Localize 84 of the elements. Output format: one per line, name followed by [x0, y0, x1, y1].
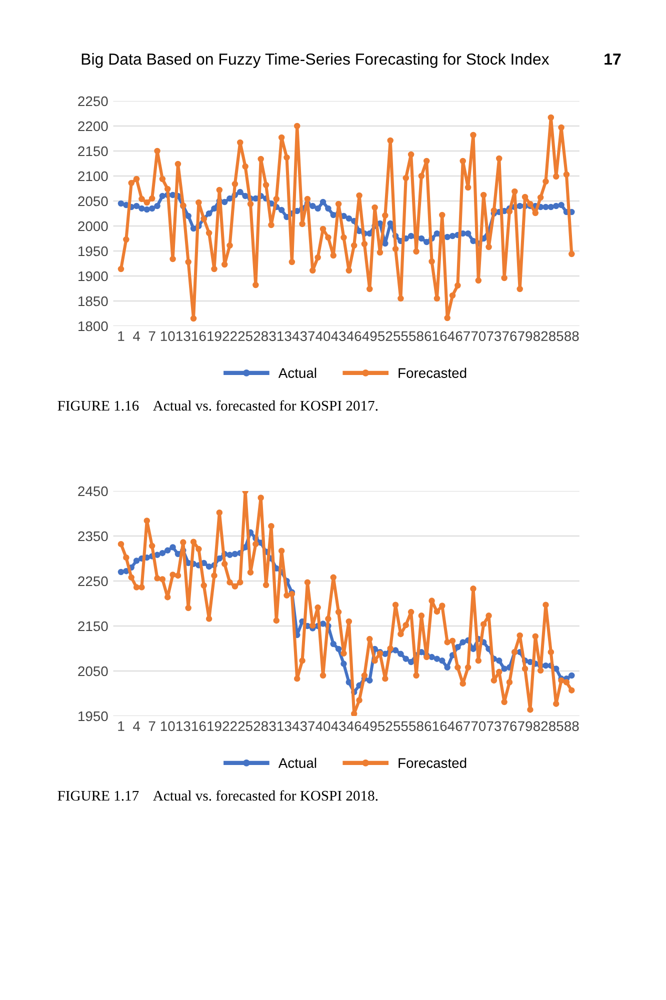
x-tick-label: 25 — [238, 721, 252, 732]
y-tick-label: 2150 — [78, 621, 108, 632]
y-tick-label: 2050 — [78, 196, 108, 206]
y-tick-label: 1850 — [78, 296, 108, 306]
x-tick-label: 22 — [222, 721, 237, 731]
x-tick-label: 43 — [331, 721, 346, 732]
x-tick-label: 64 — [440, 721, 455, 732]
x-tick-label: 73 — [486, 721, 502, 732]
x-tick-label: 7 — [148, 721, 156, 731]
x-tick-label: 52 — [378, 331, 392, 342]
x-tick-label: 34 — [284, 721, 300, 732]
x-tick-label: 19 — [208, 331, 222, 342]
y-tick-label: 2350 — [78, 531, 108, 542]
x-tick-label: 22 — [222, 331, 237, 341]
legend-label: Forecasted — [398, 368, 466, 378]
x-tick-label: 16 — [192, 331, 206, 342]
x-tick-label: 58 — [409, 721, 424, 732]
x-tick-label: 16 — [192, 721, 206, 732]
x-tick-label: 88 — [564, 331, 579, 342]
x-tick-label: 70 — [471, 721, 486, 732]
legend-label: Actual — [278, 758, 316, 768]
x-tick-label: 76 — [502, 721, 517, 732]
x-tick-label: 1 — [118, 331, 124, 341]
y-tick-label: 2050 — [78, 666, 108, 676]
x-tick-label: 79 — [518, 721, 532, 732]
x-tick-label: 55 — [394, 721, 408, 732]
text: 17 — [604, 54, 621, 65]
x-tick-label: 46 — [346, 721, 362, 732]
legend-label: Actual — [278, 368, 316, 378]
x-tick-label: 4 — [132, 331, 140, 341]
x-tick-label: 10 — [160, 721, 175, 732]
y-tick-label: 2200 — [78, 121, 108, 132]
x-tick-label: 49 — [362, 721, 377, 732]
caption: FIGURE 1.17 Actual vs. forecasted for KOSPI 2018. — [58, 790, 378, 801]
x-tick-label: 70 — [471, 331, 486, 342]
y-tick-label: 2450 — [78, 486, 108, 496]
text: Big Data Based on Fuzzy Time-Series Forecasting for Stock Index — [82, 53, 550, 68]
x-tick-label: 49 — [362, 331, 377, 342]
x-tick-label: 4 — [132, 721, 140, 731]
x-tick-label: 61 — [424, 721, 439, 732]
x-tick-label: 19 — [208, 721, 222, 732]
x-tick-label: 67 — [456, 721, 470, 732]
x-tick-label: 28 — [254, 331, 268, 342]
x-tick-label: 37 — [300, 721, 314, 732]
x-tick-label: 7 — [148, 331, 156, 341]
x-tick-label: 88 — [564, 721, 579, 732]
y-tick-label: 1900 — [78, 271, 108, 282]
x-tick-label: 85 — [548, 721, 564, 732]
y-tick-label: 1950 — [78, 711, 108, 722]
x-tick-label: 13 — [176, 331, 190, 342]
y-tick-label: 2000 — [78, 221, 108, 232]
y-tick-label: 2250 — [78, 96, 108, 106]
x-tick-label: 79 — [518, 331, 532, 342]
x-tick-label: 61 — [424, 331, 439, 342]
x-tick-label: 82 — [533, 331, 548, 342]
x-tick-label: 40 — [316, 331, 330, 342]
x-tick-label: 43 — [331, 331, 346, 342]
x-tick-label: 67 — [456, 331, 470, 342]
x-tick-label: 82 — [533, 721, 548, 732]
caption: FIGURE 1.16 Actual vs. forecasted for KOSPI 2017. — [58, 400, 378, 411]
x-tick-label: 55 — [394, 331, 408, 342]
x-tick-label: 25 — [238, 331, 252, 342]
y-tick-label: 2150 — [78, 146, 108, 156]
x-tick-label: 1 — [118, 721, 124, 731]
x-tick-label: 37 — [300, 331, 314, 342]
x-tick-label: 85 — [548, 331, 564, 342]
x-tick-label: 10 — [160, 331, 175, 342]
x-tick-label: 76 — [502, 331, 517, 342]
x-tick-label: 34 — [284, 331, 300, 342]
x-tick-label: 28 — [254, 721, 268, 732]
y-tick-label: 1800 — [78, 321, 108, 332]
x-tick-label: 52 — [378, 721, 392, 732]
x-tick-label: 46 — [346, 331, 362, 342]
y-tick-label: 2100 — [78, 171, 108, 182]
y-tick-label: 1950 — [78, 246, 108, 256]
legend-label: Forecasted — [398, 758, 466, 768]
x-tick-label: 40 — [316, 721, 330, 732]
x-tick-label: 31 — [269, 721, 284, 732]
x-tick-label: 13 — [176, 721, 190, 732]
x-tick-label: 31 — [269, 331, 284, 342]
x-tick-label: 64 — [440, 331, 455, 342]
x-tick-label: 73 — [486, 331, 502, 342]
x-tick-label: 58 — [409, 331, 424, 342]
y-tick-label: 2250 — [78, 576, 108, 586]
